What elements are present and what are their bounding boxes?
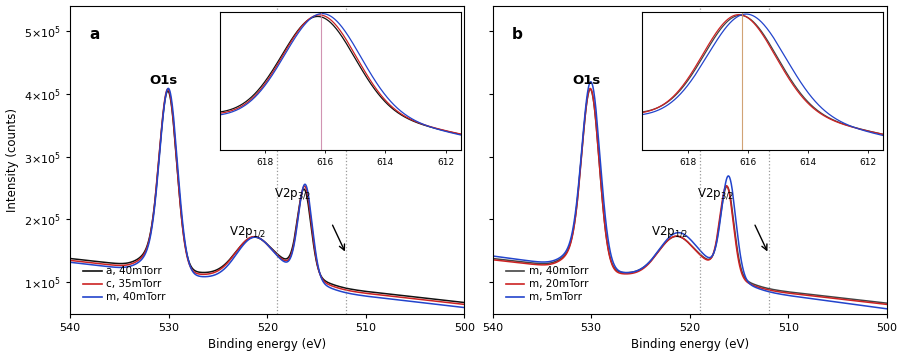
Y-axis label: Intensity (counts): Intensity (counts) [5,108,19,212]
Text: O1s: O1s [572,74,600,87]
Text: V2p$_{1/2}$: V2p$_{1/2}$ [229,225,266,240]
Legend: m, 40mTorr, m, 20mTorr, m, 5mTorr: m, 40mTorr, m, 20mTorr, m, 5mTorr [505,266,587,302]
X-axis label: Binding energy (eV): Binding energy (eV) [630,338,748,351]
Text: V2p$_{3/2}$: V2p$_{3/2}$ [696,187,733,202]
Text: a: a [89,27,100,42]
Text: V2p$_{3/2}$: V2p$_{3/2}$ [274,187,311,202]
Text: O1s: O1s [150,74,178,87]
Text: b: b [511,27,522,42]
Text: V2p$_{1/2}$: V2p$_{1/2}$ [650,225,688,240]
Legend: a, 40mTorr, c, 35mTorr, m, 40mTorr: a, 40mTorr, c, 35mTorr, m, 40mTorr [83,266,165,302]
X-axis label: Binding energy (eV): Binding energy (eV) [208,338,326,351]
